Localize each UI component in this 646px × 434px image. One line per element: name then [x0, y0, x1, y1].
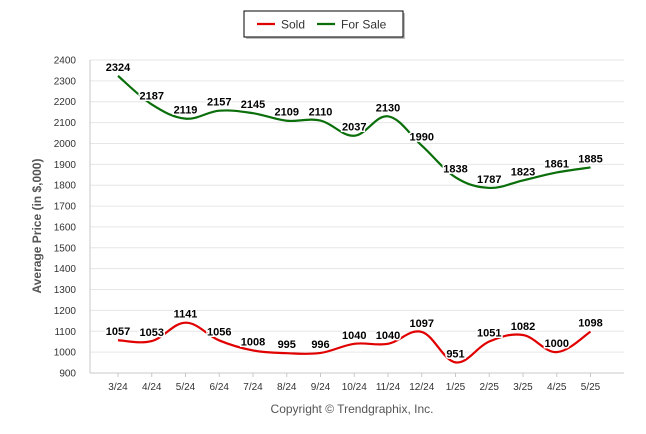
y-tick-label: 2100: [54, 118, 77, 129]
data-label-sold: 1040: [376, 330, 400, 342]
data-label-for-sale: 2037: [342, 122, 366, 134]
x-tick-label: 4/24: [142, 382, 162, 393]
y-tick-label: 1800: [54, 181, 77, 192]
legend[interactable]: Sold For Sale: [243, 10, 405, 39]
x-tick-label: 3/25: [513, 382, 533, 393]
data-label-sold: 996: [311, 339, 329, 351]
y-tick-label: 1400: [54, 264, 77, 275]
x-tick-label: 7/24: [243, 382, 263, 393]
y-tick-label: 2300: [54, 76, 77, 87]
y-axis-label: Average Price (in $,000): [30, 159, 44, 294]
x-tick-label: 9/24: [311, 382, 331, 393]
data-label-for-sale: 2157: [207, 97, 231, 109]
y-tick-label: 1700: [54, 202, 77, 213]
legend-item-sold[interactable]: Sold: [257, 18, 305, 32]
data-label-for-sale: 1823: [511, 166, 535, 178]
x-tick-label: 11/24: [376, 382, 401, 393]
data-label-sold: 1000: [545, 338, 569, 350]
x-tick-label: 8/24: [277, 382, 297, 393]
x-tick-label: 5/24: [176, 382, 196, 393]
legend-item-for-sale[interactable]: For Sale: [317, 18, 387, 32]
data-label-sold: 1053: [140, 327, 164, 339]
y-tick-label: 1500: [54, 243, 77, 254]
data-label-sold: 1141: [174, 309, 198, 321]
data-label-sold: 1056: [207, 326, 231, 338]
data-label-sold: 995: [278, 339, 296, 351]
data-label-for-sale: 1885: [578, 153, 602, 165]
x-tick-label: 1/25: [446, 382, 466, 393]
data-label-for-sale: 2130: [376, 102, 400, 114]
data-label-sold: 1040: [342, 330, 366, 342]
data-label-for-sale: 2109: [275, 107, 299, 119]
data-label-sold: 951: [446, 348, 464, 360]
y-tick-label: 1900: [54, 160, 77, 171]
x-tick-label: 6/24: [210, 382, 230, 393]
y-tick-label: 1300: [54, 285, 77, 296]
copyright-credit: Copyright © Trendgraphix, Inc.: [271, 402, 434, 416]
y-tick-label: 900: [59, 369, 76, 380]
data-label-for-sale: 1787: [477, 174, 501, 186]
data-label-for-sale: 1990: [410, 132, 434, 144]
y-tick-label: 1000: [54, 348, 77, 359]
x-tick-label: 5/25: [581, 382, 601, 393]
x-tick-label: 10/24: [342, 382, 367, 393]
data-label-sold: 1082: [511, 321, 535, 333]
x-tick-label: 3/24: [108, 382, 128, 393]
y-tick-label: 1200: [54, 306, 77, 317]
x-tick-label: 12/24: [409, 382, 434, 393]
data-label-for-sale: 1838: [443, 163, 467, 175]
data-label-sold: 1051: [477, 327, 501, 339]
y-tick-label: 1600: [54, 222, 77, 233]
series-line-for-sale: [117, 75, 591, 190]
data-labels: 1057 1053 1141 1056 1008 995 996 1040 1040 1097 95…: [104, 60, 604, 361]
series-line-sold: [117, 321, 592, 364]
grid: [90, 59, 624, 374]
x-tick-label: 4/25: [547, 382, 567, 393]
legend-label-for-sale: For Sale: [341, 18, 387, 32]
data-label-for-sale: 2187: [140, 90, 164, 102]
x-tick-label: 2/25: [480, 382, 500, 393]
data-label-sold: 1097: [410, 318, 434, 330]
data-label-sold: 1098: [578, 318, 602, 330]
legend-label-sold: Sold: [281, 18, 305, 32]
data-label-for-sale: 2324: [106, 62, 131, 74]
series-lines: [117, 75, 592, 364]
y-tick-label: 2400: [54, 56, 77, 67]
data-label-for-sale: 2145: [241, 99, 265, 111]
y-tick-label: 1100: [54, 327, 76, 338]
y-tick-label: 2200: [54, 97, 77, 108]
data-label-sold: 1057: [106, 326, 130, 338]
y-tick-label: 2000: [54, 139, 77, 150]
data-label-for-sale: 1861: [545, 158, 569, 170]
data-label-sold: 1008: [241, 336, 265, 348]
axes: 900 1000 1100 1200 1300 1400 1500 1600 1700 1800 1…: [54, 56, 624, 393]
data-label-for-sale: 2110: [309, 107, 333, 119]
data-label-for-sale: 2119: [174, 105, 198, 117]
